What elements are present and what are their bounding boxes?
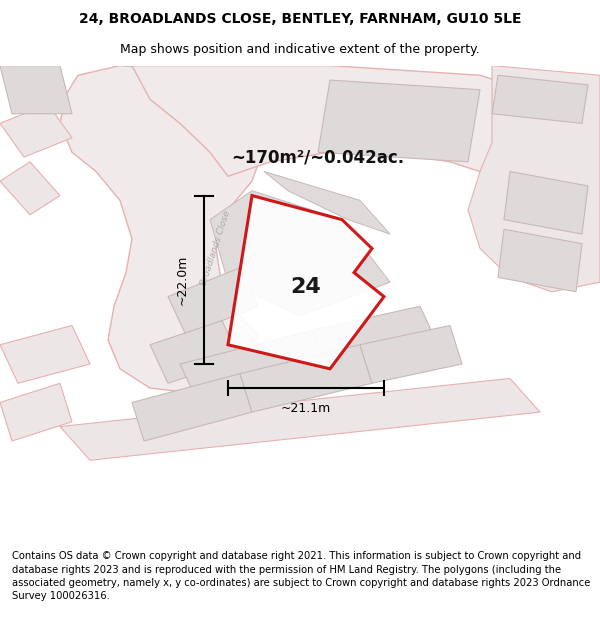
Text: ~170m²/~0.042ac.: ~170m²/~0.042ac. [232, 148, 404, 166]
Polygon shape [318, 80, 480, 162]
Text: ~22.0m: ~22.0m [176, 254, 189, 305]
Polygon shape [0, 326, 90, 383]
Text: 24: 24 [290, 277, 322, 297]
Polygon shape [0, 162, 60, 215]
Polygon shape [498, 229, 582, 292]
Polygon shape [132, 66, 600, 186]
Polygon shape [0, 66, 72, 114]
Text: Map shows position and indicative extent of the property.: Map shows position and indicative extent… [120, 44, 480, 56]
Text: 24, BROADLANDS CLOSE, BENTLEY, FARNHAM, GU10 5LE: 24, BROADLANDS CLOSE, BENTLEY, FARNHAM, … [79, 12, 521, 26]
Text: ~21.1m: ~21.1m [281, 402, 331, 416]
Text: Broadlands Close: Broadlands Close [200, 210, 232, 287]
Polygon shape [0, 383, 72, 441]
Polygon shape [150, 321, 240, 383]
Polygon shape [132, 374, 252, 441]
Polygon shape [360, 326, 462, 383]
Polygon shape [168, 268, 258, 335]
Polygon shape [180, 330, 330, 402]
Polygon shape [0, 104, 72, 157]
Polygon shape [60, 66, 264, 393]
Polygon shape [264, 171, 390, 234]
Polygon shape [312, 306, 438, 369]
Text: Contains OS data © Crown copyright and database right 2021. This information is : Contains OS data © Crown copyright and d… [12, 551, 590, 601]
Polygon shape [228, 196, 384, 369]
Polygon shape [468, 66, 600, 292]
Polygon shape [504, 171, 588, 234]
Polygon shape [210, 191, 390, 316]
Polygon shape [60, 378, 540, 460]
Polygon shape [240, 345, 372, 412]
Polygon shape [492, 75, 588, 123]
